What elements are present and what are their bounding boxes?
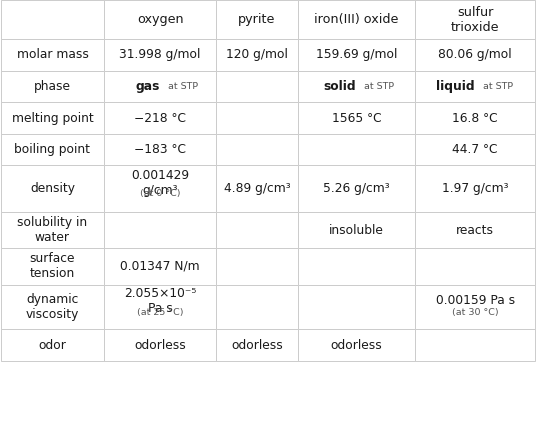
Text: dynamic
viscosity: dynamic viscosity: [26, 293, 79, 321]
Bar: [104, 212, 216, 248]
Bar: [415, 212, 535, 248]
Text: −183 °C: −183 °C: [134, 143, 186, 156]
Text: phase: phase: [34, 80, 71, 93]
Bar: [298, 285, 415, 329]
Bar: [1, 165, 104, 212]
Text: 0.01347 N/m: 0.01347 N/m: [120, 260, 200, 273]
Bar: [216, 165, 298, 212]
Bar: [415, 165, 535, 212]
Bar: [298, 0, 415, 39]
Bar: [104, 71, 216, 102]
Bar: [216, 285, 298, 329]
Text: surface
tension: surface tension: [29, 253, 75, 280]
Bar: [298, 134, 415, 165]
Text: density: density: [30, 182, 75, 195]
Bar: [216, 248, 298, 285]
Text: reacts: reacts: [456, 224, 494, 237]
Bar: [1, 0, 104, 39]
Text: 5.26 g/cm³: 5.26 g/cm³: [323, 182, 390, 195]
Bar: [415, 0, 535, 39]
Bar: [298, 165, 415, 212]
Bar: [216, 71, 298, 102]
Text: 1565 °C: 1565 °C: [331, 112, 381, 124]
Bar: [415, 71, 535, 102]
Bar: [1, 102, 104, 134]
Bar: [216, 39, 298, 71]
Bar: [298, 39, 415, 71]
Bar: [415, 329, 535, 361]
Text: liquid: liquid: [436, 80, 475, 93]
Bar: [104, 134, 216, 165]
Text: (at 25 °C): (at 25 °C): [137, 308, 183, 317]
Bar: [298, 329, 415, 361]
Bar: [104, 248, 216, 285]
Text: 120 g/mol: 120 g/mol: [226, 49, 288, 61]
Bar: [415, 285, 535, 329]
Bar: [104, 165, 216, 212]
Text: (at 0 °C): (at 0 °C): [140, 189, 180, 199]
Text: 0.00159 Pa s: 0.00159 Pa s: [436, 294, 515, 308]
Bar: [1, 248, 104, 285]
Bar: [104, 285, 216, 329]
Text: molar mass: molar mass: [16, 49, 88, 61]
Bar: [104, 39, 216, 71]
Text: 1.97 g/cm³: 1.97 g/cm³: [442, 182, 508, 195]
Text: at STP: at STP: [358, 82, 394, 91]
Bar: [104, 102, 216, 134]
Bar: [1, 39, 104, 71]
Bar: [216, 212, 298, 248]
Text: oxygen: oxygen: [137, 13, 183, 26]
Bar: [216, 0, 298, 39]
Bar: [415, 248, 535, 285]
Text: pyrite: pyrite: [238, 13, 276, 26]
Text: 44.7 °C: 44.7 °C: [452, 143, 498, 156]
Text: iron(III) oxide: iron(III) oxide: [314, 13, 399, 26]
Bar: [216, 134, 298, 165]
Text: gas: gas: [136, 80, 160, 93]
Text: odor: odor: [39, 339, 67, 351]
Text: solubility in
water: solubility in water: [17, 216, 87, 244]
Text: sulfur
trioxide: sulfur trioxide: [451, 6, 500, 34]
Bar: [216, 329, 298, 361]
Bar: [1, 329, 104, 361]
Text: −218 °C: −218 °C: [134, 112, 186, 124]
Bar: [298, 212, 415, 248]
Bar: [104, 329, 216, 361]
Text: insoluble: insoluble: [329, 224, 384, 237]
Bar: [1, 134, 104, 165]
Text: boiling point: boiling point: [15, 143, 91, 156]
Text: at STP: at STP: [162, 82, 198, 91]
Text: at STP: at STP: [477, 82, 513, 91]
Text: melting point: melting point: [11, 112, 93, 124]
Text: odorless: odorless: [331, 339, 382, 351]
Text: 159.69 g/mol: 159.69 g/mol: [316, 49, 397, 61]
Text: 2.055×10⁻⁵
Pa s: 2.055×10⁻⁵ Pa s: [124, 287, 197, 315]
Bar: [298, 71, 415, 102]
Bar: [415, 39, 535, 71]
Bar: [415, 102, 535, 134]
Bar: [216, 102, 298, 134]
Bar: [1, 285, 104, 329]
Text: odorless: odorless: [134, 339, 186, 351]
Bar: [298, 102, 415, 134]
Text: odorless: odorless: [231, 339, 283, 351]
Text: 0.001429
g/cm³: 0.001429 g/cm³: [131, 169, 189, 197]
Text: (at 30 °C): (at 30 °C): [452, 308, 498, 317]
Bar: [415, 134, 535, 165]
Text: 16.8 °C: 16.8 °C: [452, 112, 498, 124]
Bar: [104, 0, 216, 39]
Bar: [1, 212, 104, 248]
Text: solid: solid: [324, 80, 357, 93]
Bar: [1, 71, 104, 102]
Text: 4.89 g/cm³: 4.89 g/cm³: [224, 182, 290, 195]
Text: 80.06 g/mol: 80.06 g/mol: [438, 49, 512, 61]
Text: 31.998 g/mol: 31.998 g/mol: [120, 49, 201, 61]
Bar: [298, 248, 415, 285]
